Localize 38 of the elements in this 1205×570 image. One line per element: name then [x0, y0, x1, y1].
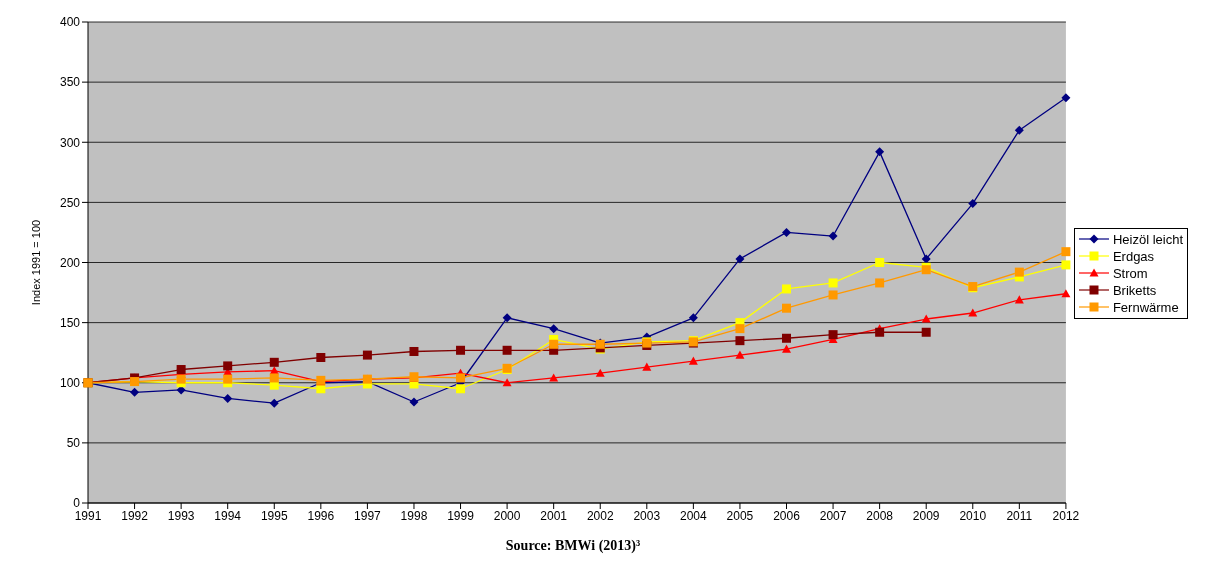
y-tick-label: 300 — [59, 135, 81, 150]
y-tick-label: 350 — [59, 75, 81, 90]
x-tick-label: 2008 — [866, 508, 894, 523]
legend-label: Erdgas — [1112, 248, 1155, 264]
legend-label: Heizöl leicht — [1112, 231, 1183, 247]
legend-label: Strom — [1112, 265, 1148, 281]
x-tick-label: 1993 — [167, 508, 195, 523]
x-tick-label: 2002 — [586, 508, 614, 523]
x-tick-label: 2010 — [959, 508, 987, 523]
x-tick-label: 2004 — [680, 508, 708, 523]
x-tick-label: 2006 — [773, 508, 801, 523]
x-tick-label: 2009 — [912, 508, 940, 523]
x-tick-label: 1994 — [214, 508, 242, 523]
x-tick-label: 1997 — [354, 508, 382, 523]
y-tick-label: 400 — [59, 15, 81, 30]
legend-label: Briketts — [1112, 282, 1157, 298]
x-tick-label: 1996 — [307, 508, 335, 523]
x-tick-label: 2005 — [726, 508, 754, 523]
x-tick-label: 2000 — [493, 508, 521, 523]
legend-label: Fernwärme — [1112, 299, 1179, 315]
y-tick-label: 200 — [59, 255, 81, 270]
source-note: Source: BMWi (2013)³ — [504, 538, 642, 554]
x-tick-label: 2003 — [633, 508, 661, 523]
y-tick-label: 0 — [73, 496, 81, 511]
x-tick-label: 1999 — [447, 508, 475, 523]
x-tick-label: 1991 — [74, 508, 102, 523]
y-tick-label: 150 — [59, 315, 81, 330]
x-tick-label: 2012 — [1052, 508, 1080, 523]
x-tick-label: 2001 — [540, 508, 568, 523]
x-tick-label: 1998 — [400, 508, 428, 523]
x-tick-label: 2011 — [1006, 508, 1033, 523]
x-tick-label: 1992 — [121, 508, 149, 523]
y-tick-label: 250 — [59, 195, 81, 210]
y-tick-label: 50 — [66, 436, 81, 451]
y-axis-title: Index 1991 = 100 — [29, 219, 42, 306]
x-tick-label: 2007 — [819, 508, 847, 523]
x-tick-label: 1995 — [260, 508, 288, 523]
y-tick-label: 100 — [59, 376, 81, 391]
